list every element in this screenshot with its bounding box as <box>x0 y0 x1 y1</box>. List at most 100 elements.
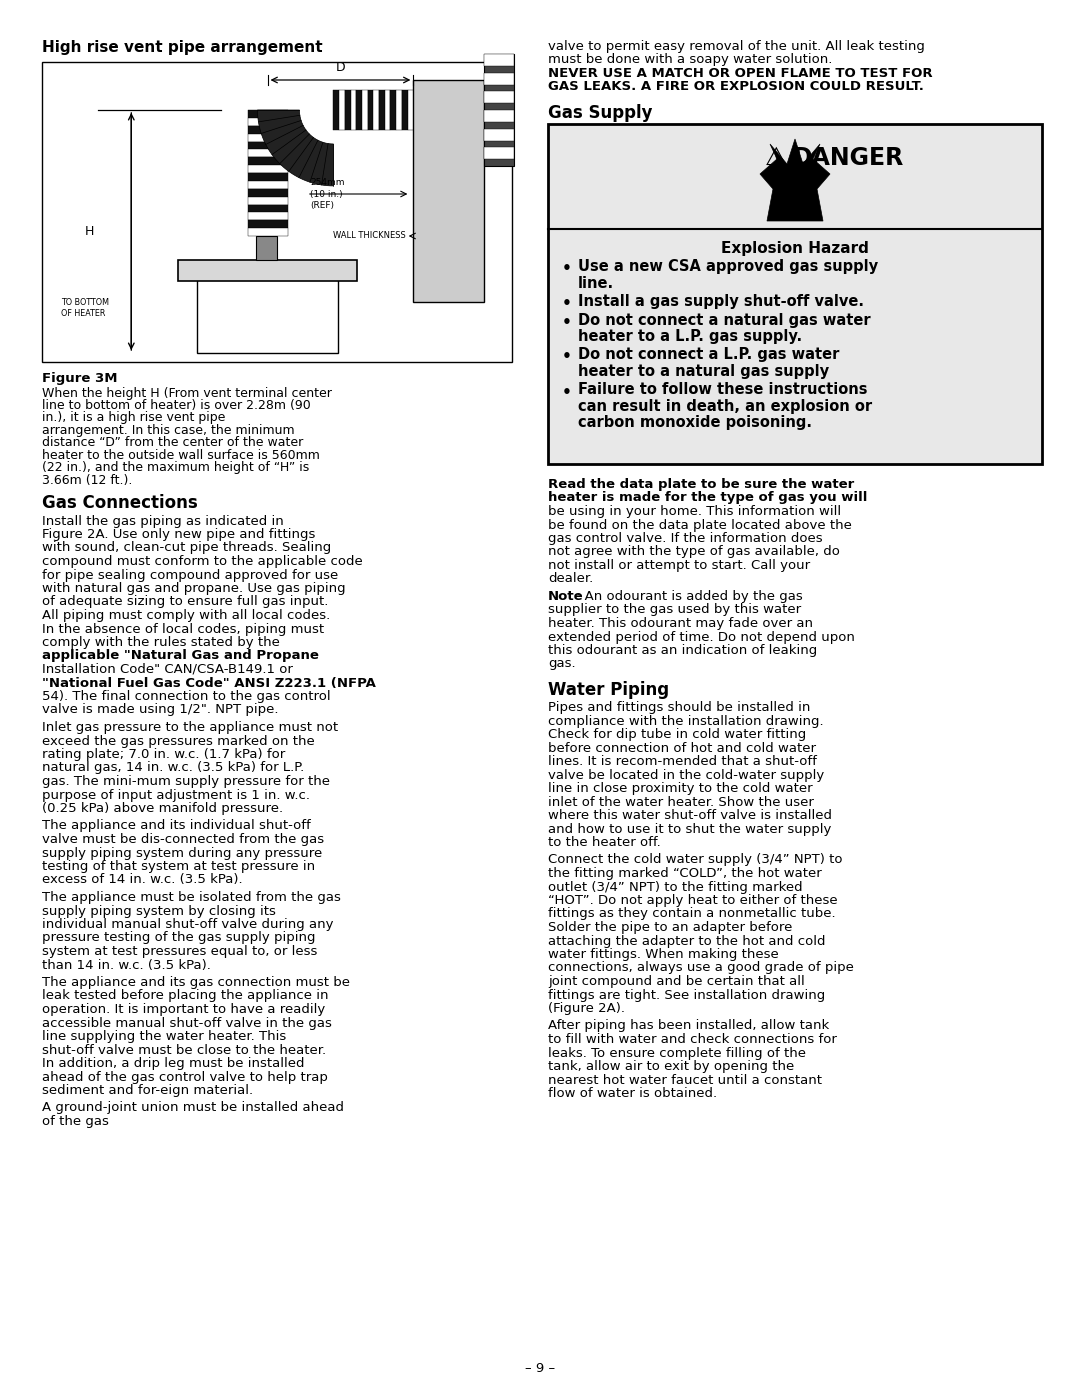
Text: heater to a natural gas supply: heater to a natural gas supply <box>578 365 829 379</box>
Text: compliance with the installation drawing.: compliance with the installation drawing… <box>548 714 824 728</box>
Text: supplier to the gas used by this water: supplier to the gas used by this water <box>548 604 801 616</box>
Text: can result in death, an explosion or: can result in death, an explosion or <box>578 400 873 414</box>
Bar <box>178 260 356 281</box>
Text: operation. It is important to have a readily: operation. It is important to have a rea… <box>42 1003 325 1016</box>
Text: the fitting marked “COLD”, the hot water: the fitting marked “COLD”, the hot water <box>548 868 822 880</box>
Text: valve must be dis-connected from the gas: valve must be dis-connected from the gas <box>42 833 324 847</box>
Text: "National Fuel Gas Code" ANSI Z223.1 (NFPA: "National Fuel Gas Code" ANSI Z223.1 (NF… <box>42 676 376 690</box>
Bar <box>362 89 367 130</box>
Text: (22 in.), and the maximum height of “H” is: (22 in.), and the maximum height of “H” … <box>42 461 309 475</box>
Bar <box>247 141 287 149</box>
Text: line in close proximity to the cold water: line in close proximity to the cold wate… <box>548 782 812 795</box>
Text: Failure to follow these instructions: Failure to follow these instructions <box>578 383 867 398</box>
Text: line supplying the water heater. This: line supplying the water heater. This <box>42 1030 286 1044</box>
Bar <box>345 89 351 130</box>
Text: joint compound and be certain that all: joint compound and be certain that all <box>548 975 805 988</box>
Text: shut-off valve must be close to the heater.: shut-off valve must be close to the heat… <box>42 1044 326 1056</box>
Text: where this water shut-off valve is installed: where this water shut-off valve is insta… <box>548 809 832 821</box>
Text: be using in your home. This information will: be using in your home. This information … <box>548 504 841 518</box>
Text: 54). The final connection to the gas control: 54). The final connection to the gas con… <box>42 690 330 703</box>
Text: testing of that system at test pressure in: testing of that system at test pressure … <box>42 861 315 873</box>
Text: fittings are tight. See installation drawing: fittings are tight. See installation dra… <box>548 989 825 1002</box>
Text: attaching the adapter to the hot and cold: attaching the adapter to the hot and col… <box>548 935 825 947</box>
Bar <box>247 189 287 197</box>
Text: heater. This odourant may fade over an: heater. This odourant may fade over an <box>548 617 813 630</box>
Text: heater to a L.P. gas supply.: heater to a L.P. gas supply. <box>578 330 802 344</box>
Text: The appliance and its gas connection must be: The appliance and its gas connection mus… <box>42 977 350 989</box>
Text: Figure 2A. Use only new pipe and fittings: Figure 2A. Use only new pipe and fitting… <box>42 528 315 541</box>
Bar <box>484 73 514 85</box>
Text: to the heater off.: to the heater off. <box>548 835 661 849</box>
Bar <box>484 91 514 103</box>
Text: Inlet gas pressure to the appliance must not: Inlet gas pressure to the appliance must… <box>42 721 338 733</box>
Bar <box>247 228 287 236</box>
Text: compound must conform to the applicable code: compound must conform to the applicable … <box>42 555 363 569</box>
Text: flow of water is obtained.: flow of water is obtained. <box>548 1087 717 1099</box>
Text: before connection of hot and cold water: before connection of hot and cold water <box>548 742 816 754</box>
Text: fittings as they contain a nonmetallic tube.: fittings as they contain a nonmetallic t… <box>548 908 836 921</box>
Text: heater to the outside wall surface is 560mm: heater to the outside wall surface is 56… <box>42 448 320 462</box>
Bar <box>256 236 276 260</box>
Text: for pipe sealing compound approved for use: for pipe sealing compound approved for u… <box>42 569 338 581</box>
Text: Solder the pipe to an adapter before: Solder the pipe to an adapter before <box>548 921 793 935</box>
Text: In the absence of local codes, piping must: In the absence of local codes, piping mu… <box>42 623 324 636</box>
Text: tank, allow air to exit by opening the: tank, allow air to exit by opening the <box>548 1060 794 1073</box>
Bar <box>396 89 402 130</box>
Bar <box>247 204 287 212</box>
Bar <box>247 149 287 158</box>
Text: Pipes and fittings should be installed in: Pipes and fittings should be installed i… <box>548 701 810 714</box>
Text: gas.: gas. <box>548 658 576 671</box>
Bar <box>247 126 287 134</box>
Text: – 9 –: – 9 – <box>525 1362 555 1375</box>
Text: In addition, a drip leg must be installed: In addition, a drip leg must be installe… <box>42 1058 305 1070</box>
Text: H: H <box>84 225 94 237</box>
Bar <box>247 212 287 221</box>
Bar <box>379 89 384 130</box>
Text: GAS LEAKS. A FIRE OR EXPLOSION COULD RESULT.: GAS LEAKS. A FIRE OR EXPLOSION COULD RES… <box>548 81 923 94</box>
Text: rating plate; 7.0 in. w.c. (1.7 kPa) for: rating plate; 7.0 in. w.c. (1.7 kPa) for <box>42 747 285 761</box>
Text: valve is made using 1/2". NPT pipe.: valve is made using 1/2". NPT pipe. <box>42 704 279 717</box>
Bar <box>42 61 512 362</box>
Text: natural gas, 14 in. w.c. (3.5 kPa) for L.P.: natural gas, 14 in. w.c. (3.5 kPa) for L… <box>42 761 305 774</box>
Text: accessible manual shut-off valve in the gas: accessible manual shut-off valve in the … <box>42 1017 332 1030</box>
Text: with sound, clean-cut pipe threads. Sealing: with sound, clean-cut pipe threads. Seal… <box>42 542 332 555</box>
Text: ⚠: ⚠ <box>765 147 787 170</box>
Text: Read the data plate to be sure the water: Read the data plate to be sure the water <box>548 478 854 490</box>
Text: water fittings. When making these: water fittings. When making these <box>548 949 779 961</box>
Bar <box>247 165 287 173</box>
Text: nearest hot water faucet until a constant: nearest hot water faucet until a constan… <box>548 1073 822 1087</box>
Text: supply piping system by closing its: supply piping system by closing its <box>42 904 275 918</box>
Text: dealer.: dealer. <box>548 573 593 585</box>
Text: 3.66m (12 ft.).: 3.66m (12 ft.). <box>42 474 133 488</box>
Bar <box>484 147 514 159</box>
Bar <box>247 173 287 180</box>
Text: leak tested before placing the appliance in: leak tested before placing the appliance… <box>42 989 328 1003</box>
Text: this odourant as an indication of leaking: this odourant as an indication of leakin… <box>548 644 818 657</box>
Text: Figure 3M: Figure 3M <box>42 372 118 386</box>
Text: Install the gas piping as indicated in: Install the gas piping as indicated in <box>42 514 284 528</box>
Bar <box>484 110 514 122</box>
Text: D: D <box>336 61 346 74</box>
Text: and how to use it to shut the water supply: and how to use it to shut the water supp… <box>548 823 832 835</box>
Text: heater is made for the type of gas you will: heater is made for the type of gas you w… <box>548 492 867 504</box>
Text: When the height H (From vent terminal center: When the height H (From vent terminal ce… <box>42 387 332 400</box>
Text: •: • <box>562 296 572 312</box>
Text: individual manual shut-off valve during any: individual manual shut-off valve during … <box>42 918 334 930</box>
Text: leaks. To ensure complete filling of the: leaks. To ensure complete filling of the <box>548 1046 806 1059</box>
Text: gas. The mini-mum supply pressure for the: gas. The mini-mum supply pressure for th… <box>42 775 330 788</box>
Text: sediment and for-eign material.: sediment and for-eign material. <box>42 1084 253 1097</box>
Bar <box>384 89 391 130</box>
Text: The appliance must be isolated from the gas: The appliance must be isolated from the … <box>42 891 341 904</box>
Text: A ground-joint union must be installed ahead: A ground-joint union must be installed a… <box>42 1101 345 1115</box>
Bar <box>247 180 287 189</box>
Text: outlet (3/4” NPT) to the fitting marked: outlet (3/4” NPT) to the fitting marked <box>548 880 802 894</box>
Text: Use a new CSA approved gas supply: Use a new CSA approved gas supply <box>578 258 878 274</box>
Text: Connect the cold water supply (3/4” NPT) to: Connect the cold water supply (3/4” NPT)… <box>548 854 842 866</box>
Text: line to bottom of heater) is over 2.28m (90: line to bottom of heater) is over 2.28m … <box>42 400 311 412</box>
Bar <box>402 89 407 130</box>
Text: The appliance and its individual shut-off: The appliance and its individual shut-of… <box>42 820 311 833</box>
Text: carbon monoxide poisoning.: carbon monoxide poisoning. <box>578 415 812 430</box>
Text: Check for dip tube in cold water fitting: Check for dip tube in cold water fitting <box>548 728 807 740</box>
Bar <box>407 89 414 130</box>
Text: Gas Supply: Gas Supply <box>548 103 652 122</box>
